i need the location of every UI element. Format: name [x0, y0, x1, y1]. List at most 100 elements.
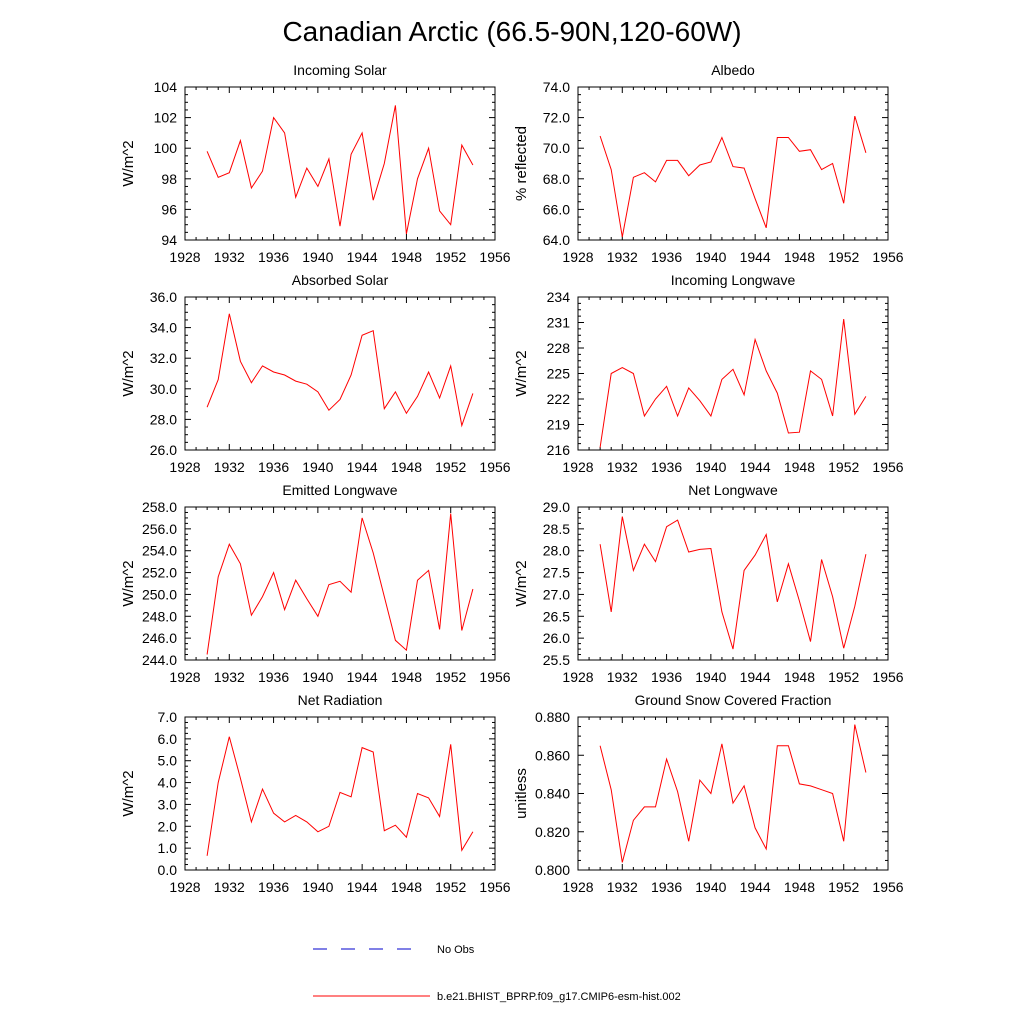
plot-frame	[577, 86, 889, 241]
x-tick-label: 1932	[214, 879, 245, 895]
x-tick-label: 1932	[607, 459, 638, 475]
x-tick-label: 1936	[651, 249, 682, 265]
y-tick-label: 222	[547, 391, 571, 407]
x-tick-label: 1948	[784, 879, 815, 895]
x-tick-label: 1940	[695, 669, 726, 685]
y-axis-label: unitless	[513, 768, 530, 819]
x-tick-label: 1944	[740, 249, 771, 265]
y-axis-label: W/m^2	[120, 560, 137, 606]
x-tick-label: 1940	[302, 669, 333, 685]
x-tick-label: 1948	[391, 459, 422, 475]
plot-frame	[577, 716, 889, 871]
y-tick-label: 6.0	[158, 731, 178, 747]
y-tick-label: 64.0	[543, 232, 570, 248]
x-tick-label: 1944	[347, 459, 378, 475]
y-tick-label: 244.0	[142, 652, 177, 668]
y-tick-label: 104	[154, 79, 178, 95]
figure-title: Canadian Arctic (66.5-90N,120-60W)	[282, 16, 741, 47]
y-tick-label: 4.0	[158, 775, 178, 791]
x-tick-label: 1948	[784, 249, 815, 265]
series-line	[206, 736, 474, 856]
x-tick-label: 1944	[740, 669, 771, 685]
panel-title: Incoming Solar	[293, 62, 387, 78]
x-tick-label: 1928	[562, 879, 593, 895]
x-tick-label: 1956	[479, 459, 510, 475]
panel-title: Absorbed Solar	[292, 272, 389, 288]
y-tick-label: 216	[547, 442, 571, 458]
x-tick-label: 1956	[872, 249, 903, 265]
x-tick-label: 1932	[214, 459, 245, 475]
y-axis-label: W/m^2	[513, 560, 530, 606]
x-tick-label: 1944	[347, 669, 378, 685]
y-tick-label: 98	[161, 171, 177, 187]
y-tick-label: 102	[154, 110, 178, 126]
x-tick-label: 1952	[435, 249, 466, 265]
x-tick-label: 1952	[828, 459, 859, 475]
series-line	[206, 313, 474, 428]
x-tick-label: 1956	[479, 669, 510, 685]
x-tick-label: 1928	[562, 459, 593, 475]
x-tick-label: 1956	[872, 669, 903, 685]
panel-incoming-longwave: Incoming Longwave W/m^2 1928 1932 1936 1940 19…	[513, 272, 904, 475]
x-tick-label: 1932	[607, 249, 638, 265]
y-tick-label: 7.0	[158, 709, 178, 725]
plot-frame	[577, 296, 889, 451]
y-tick-label: 100	[154, 140, 178, 156]
x-tick-label: 1932	[214, 249, 245, 265]
y-tick-label: 29.0	[543, 499, 570, 515]
panel-net-radiation: Net Radiation W/m^2 1928 1932 1936 1940 1944 19…	[120, 692, 511, 895]
y-tick-label: 2.0	[158, 818, 178, 834]
x-tick-label: 1956	[872, 879, 903, 895]
series-line	[206, 513, 474, 655]
y-tick-label: 219	[547, 417, 571, 433]
x-tick-label: 1944	[347, 879, 378, 895]
y-axis-label: % reflected	[513, 126, 530, 201]
x-tick-label: 1956	[479, 249, 510, 265]
y-tick-label: 30.0	[150, 381, 177, 397]
x-tick-label: 1932	[607, 879, 638, 895]
x-tick-label: 1936	[258, 669, 289, 685]
y-tick-label: 68.0	[543, 171, 570, 187]
y-tick-label: 28.5	[543, 521, 570, 537]
y-tick-label: 28.0	[150, 411, 177, 427]
y-tick-label: 66.0	[543, 201, 570, 217]
y-tick-label: 1.0	[158, 840, 178, 856]
y-tick-label: 225	[547, 366, 571, 382]
y-axis-label: W/m^2	[513, 350, 530, 396]
y-tick-label: 250.0	[142, 586, 177, 602]
x-tick-label: 1940	[695, 249, 726, 265]
x-tick-label: 1936	[258, 249, 289, 265]
y-tick-label: 5.0	[158, 753, 178, 769]
x-tick-label: 1936	[651, 459, 682, 475]
y-tick-label: 248.0	[142, 608, 177, 624]
y-tick-label: 27.0	[543, 586, 570, 602]
y-tick-label: 254.0	[142, 543, 177, 559]
x-tick-label: 1944	[740, 459, 771, 475]
y-tick-label: 246.0	[142, 630, 177, 646]
x-tick-label: 1936	[651, 669, 682, 685]
x-tick-label: 1940	[302, 879, 333, 895]
y-tick-label: 0.820	[535, 824, 570, 840]
panel-absorbed-solar: Absorbed Solar W/m^2 1928 1932 1936 1940 1944 1…	[120, 272, 511, 475]
x-tick-label: 1956	[479, 879, 510, 895]
x-tick-label: 1944	[740, 879, 771, 895]
panel-emitted-longwave: Emitted Longwave W/m^2 1928 1932 1936 1940 194…	[120, 482, 511, 685]
series-line	[599, 516, 867, 650]
panel-grid: Incoming Solar W/m^2 1928 1932 1936 1940 1944 1…	[120, 62, 904, 895]
y-tick-label: 36.0	[150, 289, 177, 305]
x-tick-label: 1956	[872, 459, 903, 475]
panel-ground-snow-covered-fraction: Ground Snow Covered Fraction unitless 1928…	[513, 692, 904, 895]
y-tick-label: 234	[547, 289, 571, 305]
x-tick-label: 1948	[391, 879, 422, 895]
legend-obs-label: No Obs	[437, 944, 475, 956]
x-tick-label: 1940	[302, 459, 333, 475]
y-tick-label: 34.0	[150, 320, 177, 336]
panel-albedo: Albedo % reflected 1928 1932 1936 1940 1944 194…	[513, 62, 904, 265]
x-tick-label: 1952	[828, 879, 859, 895]
x-tick-label: 1948	[784, 459, 815, 475]
y-tick-label: 231	[547, 315, 571, 331]
x-tick-label: 1936	[651, 879, 682, 895]
y-tick-label: 0.860	[535, 747, 570, 763]
panel-title: Emitted Longwave	[282, 482, 397, 498]
